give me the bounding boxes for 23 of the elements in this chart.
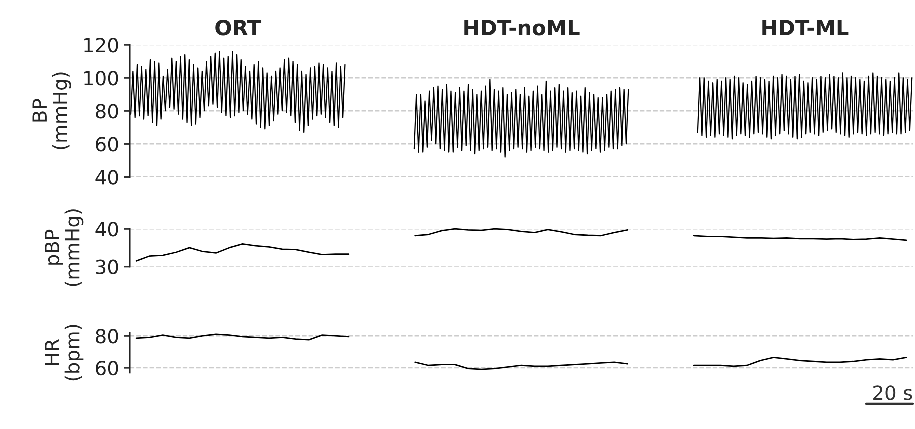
text: HDT-noML bbox=[464, 20, 580, 36]
y-tick-label: 80 bbox=[96, 329, 118, 344]
y-axis-title: pBP (mmHg) bbox=[45, 210, 84, 286]
line-series bbox=[414, 228, 628, 237]
y-tick-label: 40 bbox=[96, 222, 118, 237]
y-tick-label: 120 bbox=[84, 38, 118, 53]
text: 20 s bbox=[874, 386, 912, 400]
series-label: ORT bbox=[216, 20, 262, 36]
y-tick-label: 40 bbox=[96, 170, 118, 185]
y-tick-label: 30 bbox=[96, 260, 118, 274]
series-label: HDT-ML bbox=[762, 20, 849, 36]
line-series bbox=[136, 243, 350, 262]
line-series bbox=[414, 79, 630, 158]
line-series bbox=[693, 356, 908, 368]
y-tick-label: 100 bbox=[84, 71, 118, 86]
y-tick-label: 60 bbox=[96, 137, 118, 152]
y-tick-label: 60 bbox=[96, 360, 118, 376]
y-tick-label: 80 bbox=[96, 104, 118, 119]
y-axis-title: BP (mmHg) bbox=[32, 72, 72, 150]
line-series bbox=[697, 72, 913, 140]
line-series bbox=[414, 362, 628, 370]
y-axis-title: HR (bpm) bbox=[45, 325, 84, 381]
line-series bbox=[130, 51, 346, 134]
